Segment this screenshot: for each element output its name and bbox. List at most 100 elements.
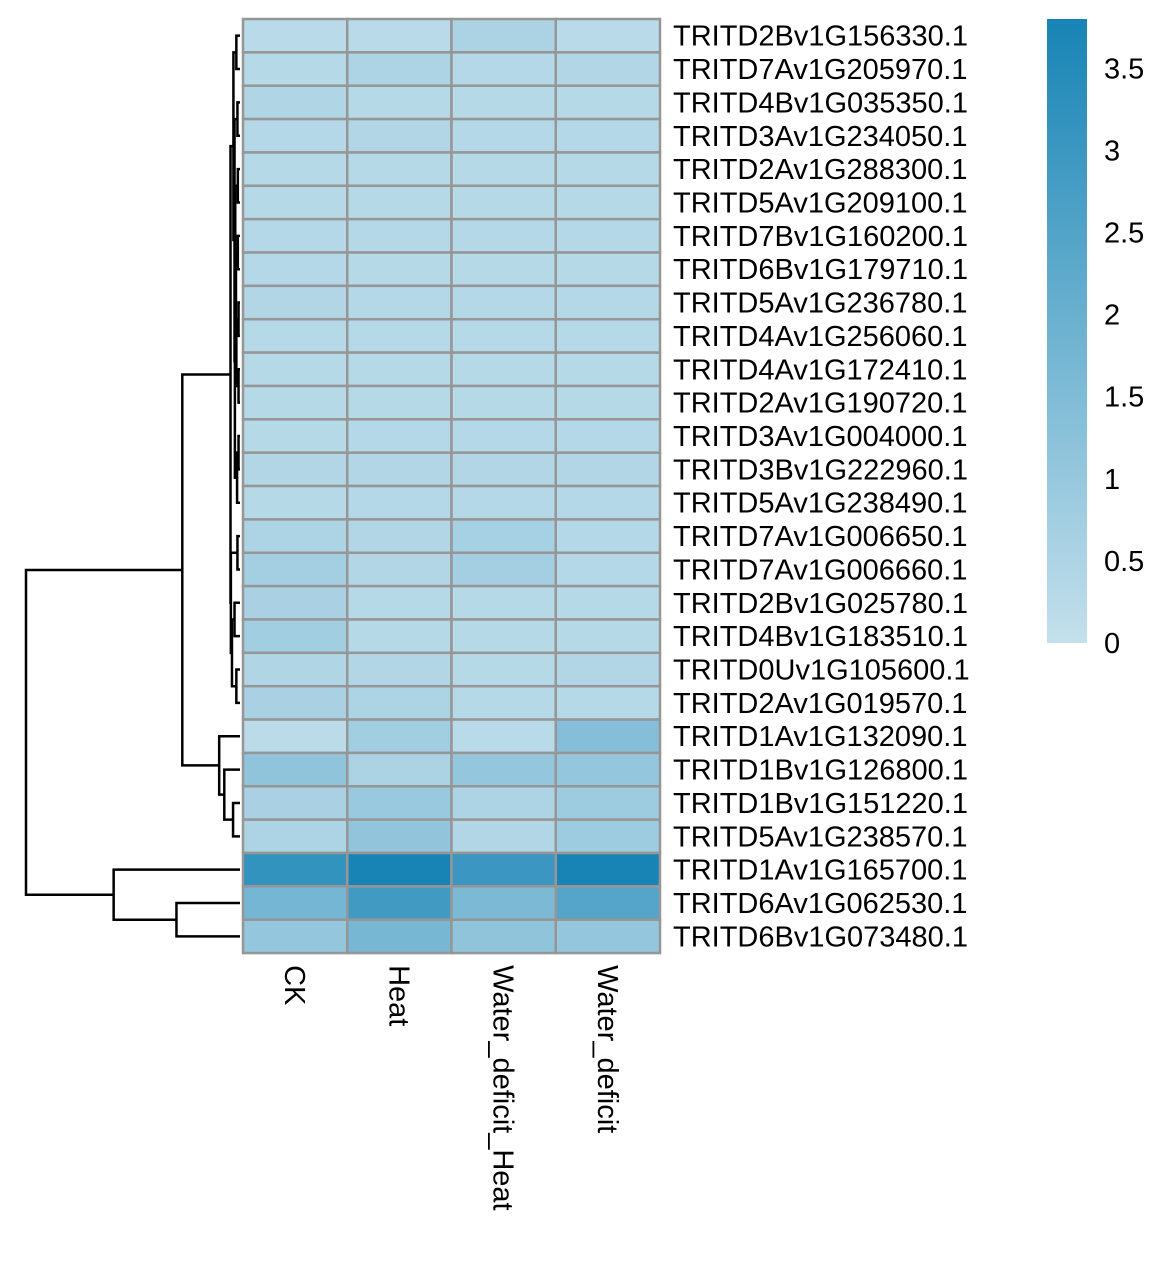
heatmap-cell (346, 785, 453, 821)
color-legend: 0 0.5 1 1.5 2 2.5 3 3.5 (1047, 19, 1144, 660)
row-label: TRITD6Av1G062530.1 (673, 888, 967, 920)
heatmap-cell (346, 684, 453, 721)
row-label: TRITD3Av1G234050.1 (673, 121, 967, 153)
heatmap-cell (346, 151, 453, 188)
row-label: TRITD1Bv1G151220.1 (673, 788, 968, 820)
heatmap-cell (554, 284, 662, 321)
heatmap-cell (554, 184, 662, 221)
heatmap-cell (450, 484, 557, 521)
dendrogram-branch (237, 434, 240, 471)
heatmap-cell (241, 84, 349, 121)
heatmap-cell (241, 651, 349, 688)
heatmap-cell (346, 818, 453, 855)
heatmap-cell (346, 117, 453, 154)
heatmap-cell (346, 17, 453, 54)
heatmap-cell (450, 818, 557, 855)
row-label: TRITD5Av1G238490.1 (673, 488, 967, 520)
dendrogram-branch (233, 601, 240, 638)
heatmap-cell (241, 17, 349, 54)
heatmap-cell (346, 851, 453, 888)
heatmap-cell (346, 184, 453, 221)
heatmap-cell (241, 117, 349, 154)
heatmap-cell (241, 751, 349, 788)
heatmap-cell (450, 418, 557, 454)
heatmap-cell (241, 217, 349, 254)
heatmap-cell (450, 351, 557, 388)
heatmap-cell (554, 684, 662, 721)
row-label: TRITD7Av1G006650.1 (673, 521, 967, 553)
heatmap-cell (554, 351, 662, 388)
legend-tick-labels: 0 0.5 1 1.5 2 2.5 3 3.5 (1104, 53, 1144, 660)
heatmap-cell (241, 284, 349, 321)
dendrogram-branch (175, 901, 240, 938)
dendrogram-branch (237, 301, 240, 338)
heatmap-cell (554, 818, 662, 855)
heatmap-cell (554, 785, 662, 821)
row-label: TRITD2Bv1G025780.1 (673, 588, 968, 620)
row-label: TRITD6Bv1G073480.1 (673, 921, 968, 953)
heatmap-cell (241, 451, 349, 488)
heatmap-cell (450, 317, 557, 354)
row-label: TRITD0Uv1G105600.1 (673, 655, 970, 687)
heatmap-cell (346, 618, 453, 655)
row-label: TRITD4Bv1G183510.1 (673, 621, 968, 653)
row-label: TRITD2Av1G019570.1 (673, 688, 967, 720)
heatmap-cell (554, 851, 662, 888)
heatmap-cell (554, 451, 662, 488)
heatmap-cell (554, 117, 662, 154)
heatmap-cell (346, 918, 453, 955)
heatmap-cell (241, 317, 349, 354)
heatmap-cell (554, 84, 662, 121)
heatmap-cell (346, 317, 453, 354)
legend-tick-label: 2.5 (1104, 217, 1144, 249)
column-labels: CK Heat Water_deficit_Heat Water_deficit (278, 965, 623, 1211)
column-label: Heat (382, 965, 414, 1026)
row-label: TRITD7Av1G006660.1 (673, 554, 967, 586)
row-dendrogram (24, 34, 240, 938)
heatmap-cell (450, 117, 557, 154)
heatmap-cell (450, 551, 557, 588)
heatmap-cell (241, 351, 349, 388)
dendrogram-branch (235, 668, 240, 705)
dendrogram-branch (223, 768, 240, 821)
heatmap-cell (346, 418, 453, 454)
legend-tick-label: 2 (1104, 300, 1120, 332)
heatmap-cell (346, 84, 453, 121)
heatmap-cell (241, 618, 349, 655)
column-label: Water_deficit (591, 965, 623, 1133)
dendrogram-branch (232, 51, 237, 242)
row-label: TRITD4Av1G256060.1 (673, 321, 967, 353)
heatmap-cell (241, 918, 349, 955)
row-label: TRITD5Av1G236780.1 (673, 288, 967, 320)
row-label: TRITD6Bv1G179710.1 (673, 254, 968, 286)
column-label: CK (278, 965, 310, 1006)
row-label: TRITD1Av1G165700.1 (673, 855, 967, 887)
heatmap-cell (450, 751, 557, 788)
heatmap-cell (346, 51, 453, 87)
heatmap-cell (346, 217, 453, 254)
row-label: TRITD4Bv1G035350.1 (673, 87, 968, 119)
dendrogram-branch (231, 801, 240, 838)
legend-tick-label: 3.5 (1104, 53, 1144, 85)
row-labels: TRITD2Bv1G156330.1TRITD7Av1G205970.1TRIT… (673, 21, 970, 954)
heatmap-cell (554, 251, 662, 288)
dendrogram-branch (217, 734, 240, 796)
heatmap-cell (241, 418, 349, 454)
heatmap-cell (241, 551, 349, 588)
dendrogram-branch (236, 234, 240, 271)
heatmap-cell (450, 918, 557, 955)
row-label: TRITD7Av1G205970.1 (673, 54, 967, 86)
heatmap-cell (450, 51, 557, 87)
heatmap-cell (346, 718, 453, 755)
heatmap-cell (450, 251, 557, 288)
heatmap-cell (241, 484, 349, 521)
row-label: TRITD2Av1G288300.1 (673, 154, 967, 186)
heatmap-cell (241, 818, 349, 855)
heatmap-cell (346, 751, 453, 788)
legend-tick-label: 0.5 (1104, 546, 1144, 578)
heatmap-cell (346, 451, 453, 488)
heatmap-cell (554, 918, 662, 955)
row-label: TRITD1Bv1G126800.1 (673, 755, 968, 787)
heatmap-cell (241, 251, 349, 288)
